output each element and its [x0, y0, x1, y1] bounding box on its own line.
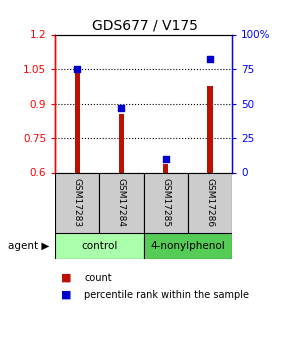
- Text: GSM17286: GSM17286: [205, 178, 214, 227]
- Bar: [207, 86, 213, 172]
- Text: GSM17284: GSM17284: [117, 178, 126, 227]
- Text: GSM17285: GSM17285: [161, 178, 170, 227]
- Text: ■: ■: [61, 290, 71, 300]
- Text: control: control: [81, 241, 117, 251]
- Text: GDS677 / V175: GDS677 / V175: [92, 19, 198, 33]
- Bar: [55, 233, 144, 259]
- Bar: [144, 172, 188, 233]
- Text: ■: ■: [61, 273, 71, 283]
- Bar: [119, 114, 124, 172]
- Bar: [55, 172, 99, 233]
- Point: [75, 66, 79, 72]
- Point: [163, 156, 168, 161]
- Text: percentile rank within the sample: percentile rank within the sample: [84, 290, 249, 300]
- Point: [119, 105, 124, 110]
- Bar: [75, 69, 80, 172]
- Text: agent ▶: agent ▶: [8, 241, 49, 251]
- Bar: [163, 165, 168, 172]
- Bar: [99, 172, 144, 233]
- Bar: [188, 172, 232, 233]
- Bar: [144, 233, 232, 259]
- Text: count: count: [84, 273, 112, 283]
- Text: 4-nonylphenol: 4-nonylphenol: [151, 241, 225, 251]
- Text: GSM17283: GSM17283: [73, 178, 82, 227]
- Point: [208, 57, 212, 62]
